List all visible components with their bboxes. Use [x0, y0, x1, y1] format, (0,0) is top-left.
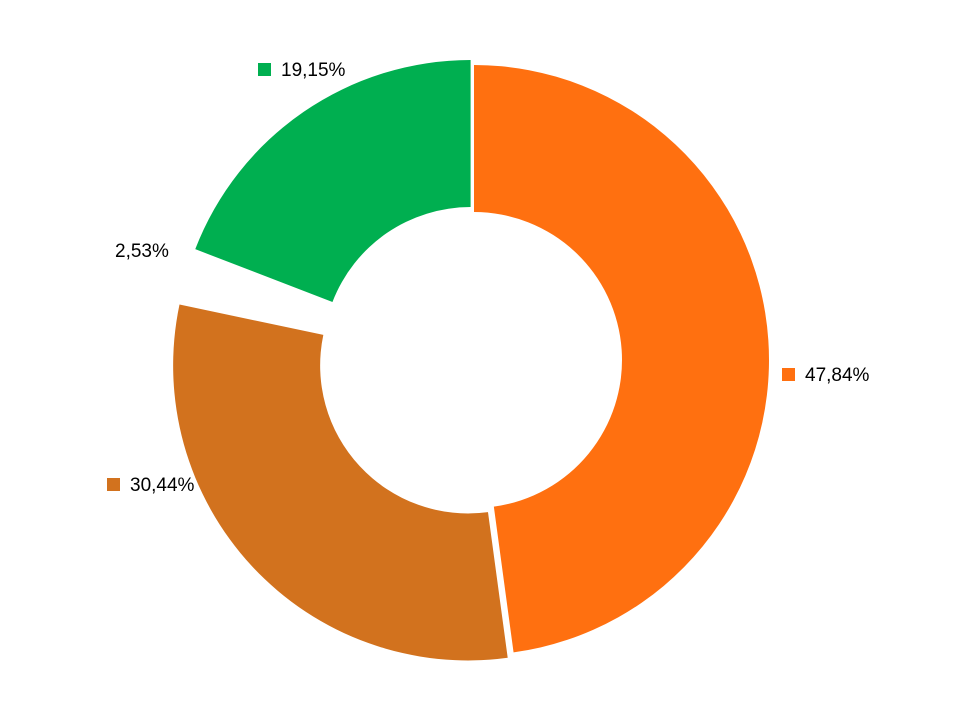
data-label-3: 2,53%	[115, 241, 169, 262]
doughnut-slice-3	[185, 254, 336, 330]
doughnut-slice-1	[474, 65, 770, 653]
legend-marker-4	[258, 63, 271, 76]
data-label-2: 30,44%	[130, 475, 195, 496]
doughnut-slice-2	[173, 304, 508, 661]
data-label-1: 47,84%	[805, 365, 870, 386]
data-label-4: 19,15%	[281, 60, 346, 81]
legend-marker-2	[107, 478, 120, 491]
doughnut-slice-4	[195, 60, 471, 302]
legend-marker-1	[782, 368, 795, 381]
